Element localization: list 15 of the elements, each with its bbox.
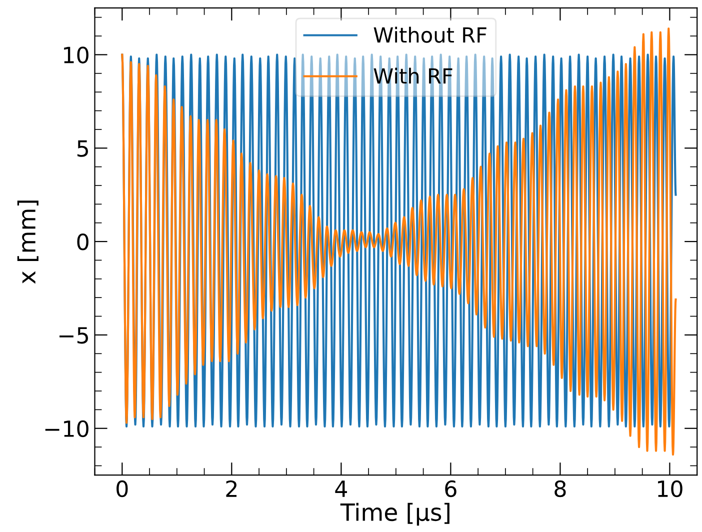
y-tick-label: 10: [64, 46, 88, 64]
y-tick-label: −5: [60, 327, 88, 344]
x-axis-title: Time [μs]: [340, 502, 450, 526]
y-tick-label: 5: [77, 140, 88, 157]
legend-label: With RF: [374, 68, 452, 84]
x-tick-label: 10: [658, 480, 682, 498]
legend-label: Without RF: [374, 26, 486, 43]
x-tick-label: 4: [335, 480, 347, 497]
x-tick-label: 2: [226, 480, 237, 497]
y-tick-label: −10: [45, 420, 88, 438]
x-tick-label: 8: [554, 480, 566, 498]
y-tick-label: 0: [77, 233, 88, 250]
x-tick-label: 0: [116, 480, 128, 498]
y-axis-title: x [mm]: [17, 200, 38, 284]
x-tick-label: 6: [445, 480, 456, 498]
